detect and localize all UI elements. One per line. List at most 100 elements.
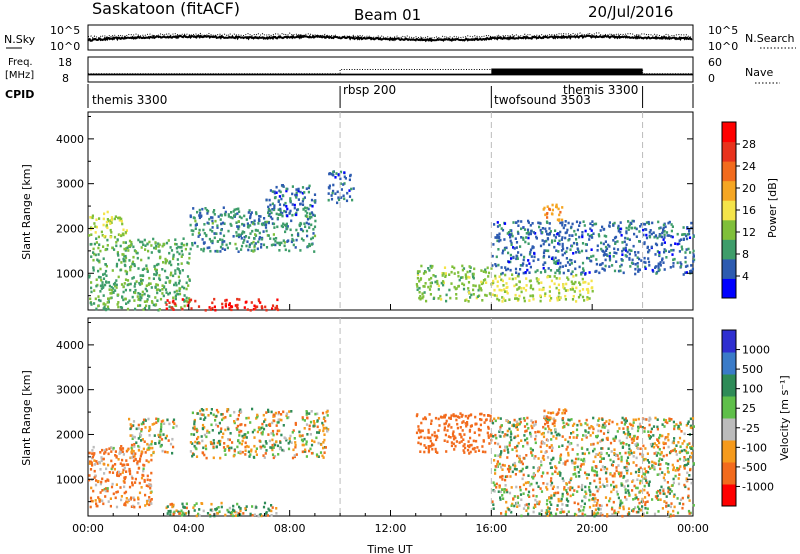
heatmap-cell-r5 [626,467,629,470]
heatmap-cell-r2 [275,304,278,308]
heatmap-cell-r5 [527,506,530,510]
heatmap-cell-r5 [665,504,668,508]
heatmap-cell-r3 [271,448,274,452]
heatmap-cell-r0 [101,499,104,503]
heatmap-cell-r8 [651,268,654,272]
heatmap-cell-r8 [685,234,688,238]
heatmap-cell-r5 [534,455,537,458]
heatmap-cell-r8 [684,265,688,268]
heatmap-cell-r5 [589,493,592,497]
heatmap-cell-r1 [142,421,145,424]
heatmap-cell-r3 [203,426,206,429]
heatmap-cell-r8 [590,229,593,232]
heatmap-cell-r5 [627,430,630,434]
heatmap-cell-r8 [552,258,555,262]
heatmap-cell-r8 [659,234,662,237]
heatmap-cell-r4 [267,205,270,209]
heatmap-cell-r3 [259,447,262,450]
heatmap-cell-r4 [422,417,425,421]
heatmap-cell-r5 [646,511,649,515]
heatmap-cell-r5 [609,497,612,500]
heatmap-cell-r2 [228,506,231,510]
heatmap-cell-r0 [115,505,119,509]
heatmap-cell-r0 [133,505,136,509]
heatmap-cell-r3 [267,207,271,211]
heatmap-cell-r2 [180,509,183,513]
heatmap-cell-r5 [532,506,535,510]
heatmap-cell-r3 [258,231,261,235]
heatmap-cell-r7 [491,293,494,296]
heatmap-cell-r8 [553,261,556,265]
heatmap-cell-r5 [548,427,551,431]
heatmap-cell-r0 [104,269,108,273]
heatmap-cell-r5 [684,449,688,453]
heatmap-cell-r4 [310,198,314,202]
heatmap-cell-r3 [220,222,223,226]
heatmap-cell-r8 [527,231,530,234]
heatmap-cell-r1 [122,233,125,237]
heatmap-cell-r1 [140,439,143,442]
heatmap-cell-r5 [497,442,500,446]
heatmap-cell-r3 [308,427,311,431]
heatmap-cell-r5 [653,452,656,455]
heatmap-cell-r4 [448,416,451,420]
heatmap-cell-r0 [155,263,159,267]
heatmap-cell-r5 [561,510,564,514]
heatmap-cell-r3 [236,225,239,228]
heatmap-cell-r1 [130,424,133,428]
heatmap-cell-r7 [503,288,506,291]
heatmap-cell-r3 [322,456,325,459]
heatmap-cell-r8 [642,222,645,226]
heatmap-cell-r5 [500,512,503,515]
heatmap-cell-r5 [679,498,683,502]
heatmap-cell-r3 [324,446,327,449]
heatmap-cell-r5 [667,462,670,466]
heatmap-cell-r2 [244,301,247,304]
heatmap-cell-r5 [534,437,537,441]
heatmap-cell-r6 [477,288,480,292]
heatmap-cell-r3 [321,454,324,458]
heatmap-cell-r5 [498,484,501,488]
heatmap-cell-r5 [667,515,671,518]
heatmap-cell-r5 [675,423,678,426]
heatmap-cell-r6 [442,280,445,283]
heatmap-cell-r8 [561,223,564,227]
heatmap-cell-r3 [279,441,282,444]
heatmap-cell-r2 [182,511,185,515]
heatmap-cell-r8 [565,231,568,234]
heatmap-cell-r5 [605,452,608,455]
heatmap-cell-r8 [557,269,560,272]
heatmap-cell-r5 [525,454,528,457]
heatmap-cell-r3 [223,442,226,445]
heatmap-cell-r5 [334,176,337,179]
heatmap-cell-r5 [499,498,502,501]
heatmap-cell-r8 [628,238,631,241]
heatmap-cell-r5 [548,497,551,500]
heatmap-cell-r5 [687,460,690,463]
heatmap-cell-r3 [247,211,250,214]
heatmap-cell-r0 [112,291,115,294]
heatmap-cell-r8 [571,270,574,273]
heatmap-cell-r4 [431,442,434,445]
heatmap-cell-r5 [626,456,630,459]
heatmap-cell-r7 [502,284,505,287]
heatmap-cell-r3 [235,231,238,234]
heatmap-cell-r2 [169,513,172,516]
heatmap-cell-r2 [224,513,227,517]
heatmap-cell-r3 [291,456,295,460]
heatmap-cell-r8 [512,221,515,224]
heatmap-cell-r8 [693,258,696,262]
heatmap-cell-r6 [429,293,432,296]
heatmap-cell-r2 [270,504,273,507]
heatmap-cell-r1 [120,234,123,238]
heatmap-cell-r5 [677,441,680,444]
heatmap-cell-r4 [268,198,271,202]
heatmap-cell-r8 [619,265,622,268]
heatmap-cell-r8 [625,226,628,230]
heatmap-cell-r5 [511,424,514,427]
heatmap-cell-r0 [102,294,105,297]
heatmap-cell-r5 [580,463,583,466]
heatmap-cell-r5 [565,498,569,502]
heatmap-cell-r3 [318,429,321,432]
heatmap-cell-r5 [626,428,629,431]
